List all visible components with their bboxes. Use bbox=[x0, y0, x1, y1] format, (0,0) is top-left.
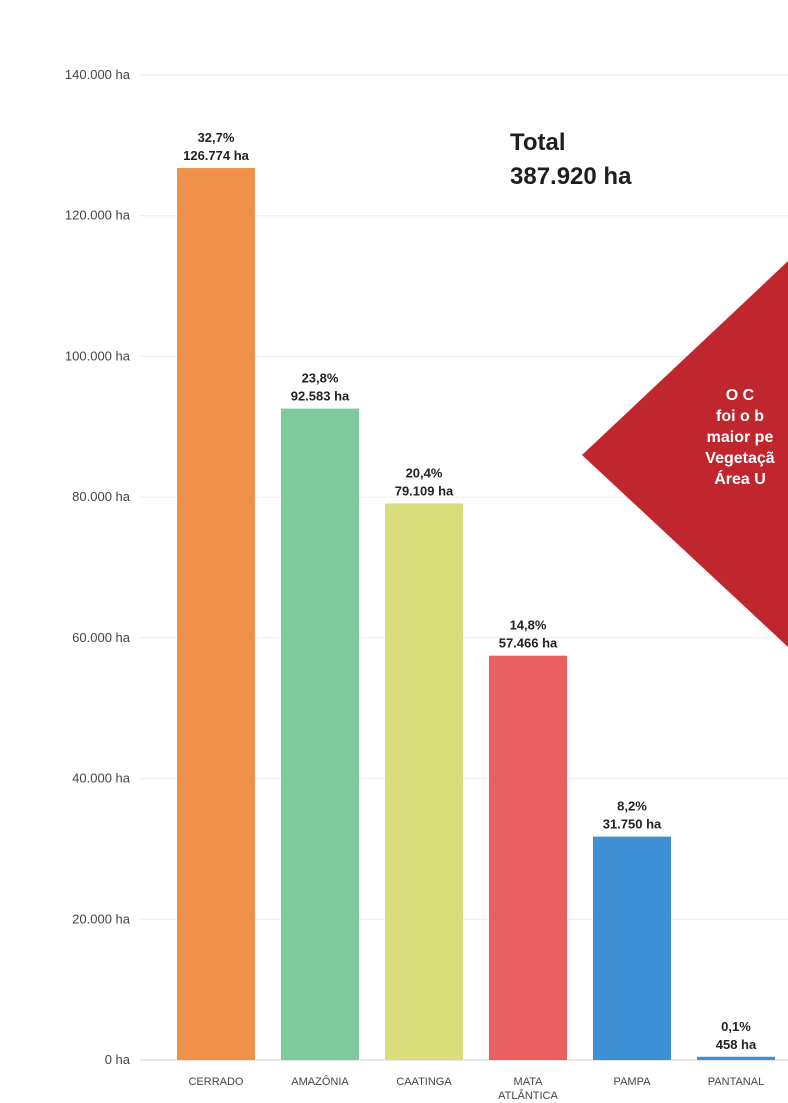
bar-percent-label: 0,1% bbox=[721, 1019, 751, 1034]
bar-percent-label: 20,4% bbox=[406, 465, 443, 480]
bar-value-label: 458 ha bbox=[716, 1037, 757, 1052]
bar-value-label: 92.583 ha bbox=[291, 389, 350, 404]
callout-line: Área U bbox=[714, 469, 766, 488]
x-tick-label: AMAZÔNIA bbox=[291, 1075, 349, 1088]
total-value: 387.920 ha bbox=[510, 163, 632, 190]
bar-value-label: 31.750 ha bbox=[603, 817, 662, 832]
callout-line: O C bbox=[726, 387, 755, 404]
x-tick-label-line2: ATLÂNTICA bbox=[498, 1089, 558, 1102]
bar bbox=[489, 655, 567, 1060]
x-tick-label: CERRADO bbox=[188, 1076, 243, 1088]
y-tick-label: 20.000 ha bbox=[72, 911, 131, 926]
y-tick-label: 100.000 ha bbox=[65, 348, 131, 363]
x-tick-label: PAMPA bbox=[614, 1076, 652, 1088]
bar bbox=[177, 168, 255, 1061]
callout-line: foi o b bbox=[716, 408, 764, 425]
x-tick-label: CAATINGA bbox=[396, 1076, 452, 1088]
bar-percent-label: 14,8% bbox=[510, 618, 547, 633]
y-axis: 0 ha 20.000 ha 40.000 ha 60.000 ha 80.000 ha… bbox=[65, 67, 131, 1067]
callout-line: Vegetaçã bbox=[705, 450, 774, 467]
bar-value-label: 79.109 ha bbox=[395, 483, 454, 498]
y-tick-label: 120.000 ha bbox=[65, 208, 131, 223]
callout-line: maior pe bbox=[707, 429, 774, 446]
y-tick-label: 0 ha bbox=[105, 1052, 131, 1067]
bar bbox=[385, 503, 463, 1060]
bar-percent-label: 32,7% bbox=[198, 130, 235, 145]
bar-percent-label: 23,8% bbox=[302, 371, 339, 386]
bar bbox=[697, 1056, 775, 1060]
bars: 32,7% 126.774 ha 23,8% 92.583 ha 20,4% 79.109… bbox=[177, 130, 775, 1061]
y-tick-label: 60.000 ha bbox=[72, 630, 131, 645]
bar bbox=[281, 408, 359, 1061]
y-tick-label: 80.000 ha bbox=[72, 489, 131, 504]
bar-value-label: 57.466 ha bbox=[499, 636, 558, 651]
x-tick-label: MATA bbox=[514, 1076, 544, 1088]
x-tick-label: PANTANAL bbox=[708, 1076, 764, 1088]
bar bbox=[593, 836, 671, 1060]
callout-arrow: O C foi o b maior pe Vegetaçã Área U bbox=[582, 261, 788, 647]
bar-value-label: 126.774 ha bbox=[183, 148, 250, 163]
total-annotation: Total 387.920 ha bbox=[510, 129, 632, 190]
y-tick-label: 140.000 ha bbox=[65, 67, 131, 82]
bar-percent-label: 8,2% bbox=[617, 799, 647, 814]
callout-shape bbox=[582, 261, 788, 647]
y-tick-label: 40.000 ha bbox=[72, 771, 131, 786]
total-title: Total bbox=[510, 129, 566, 156]
